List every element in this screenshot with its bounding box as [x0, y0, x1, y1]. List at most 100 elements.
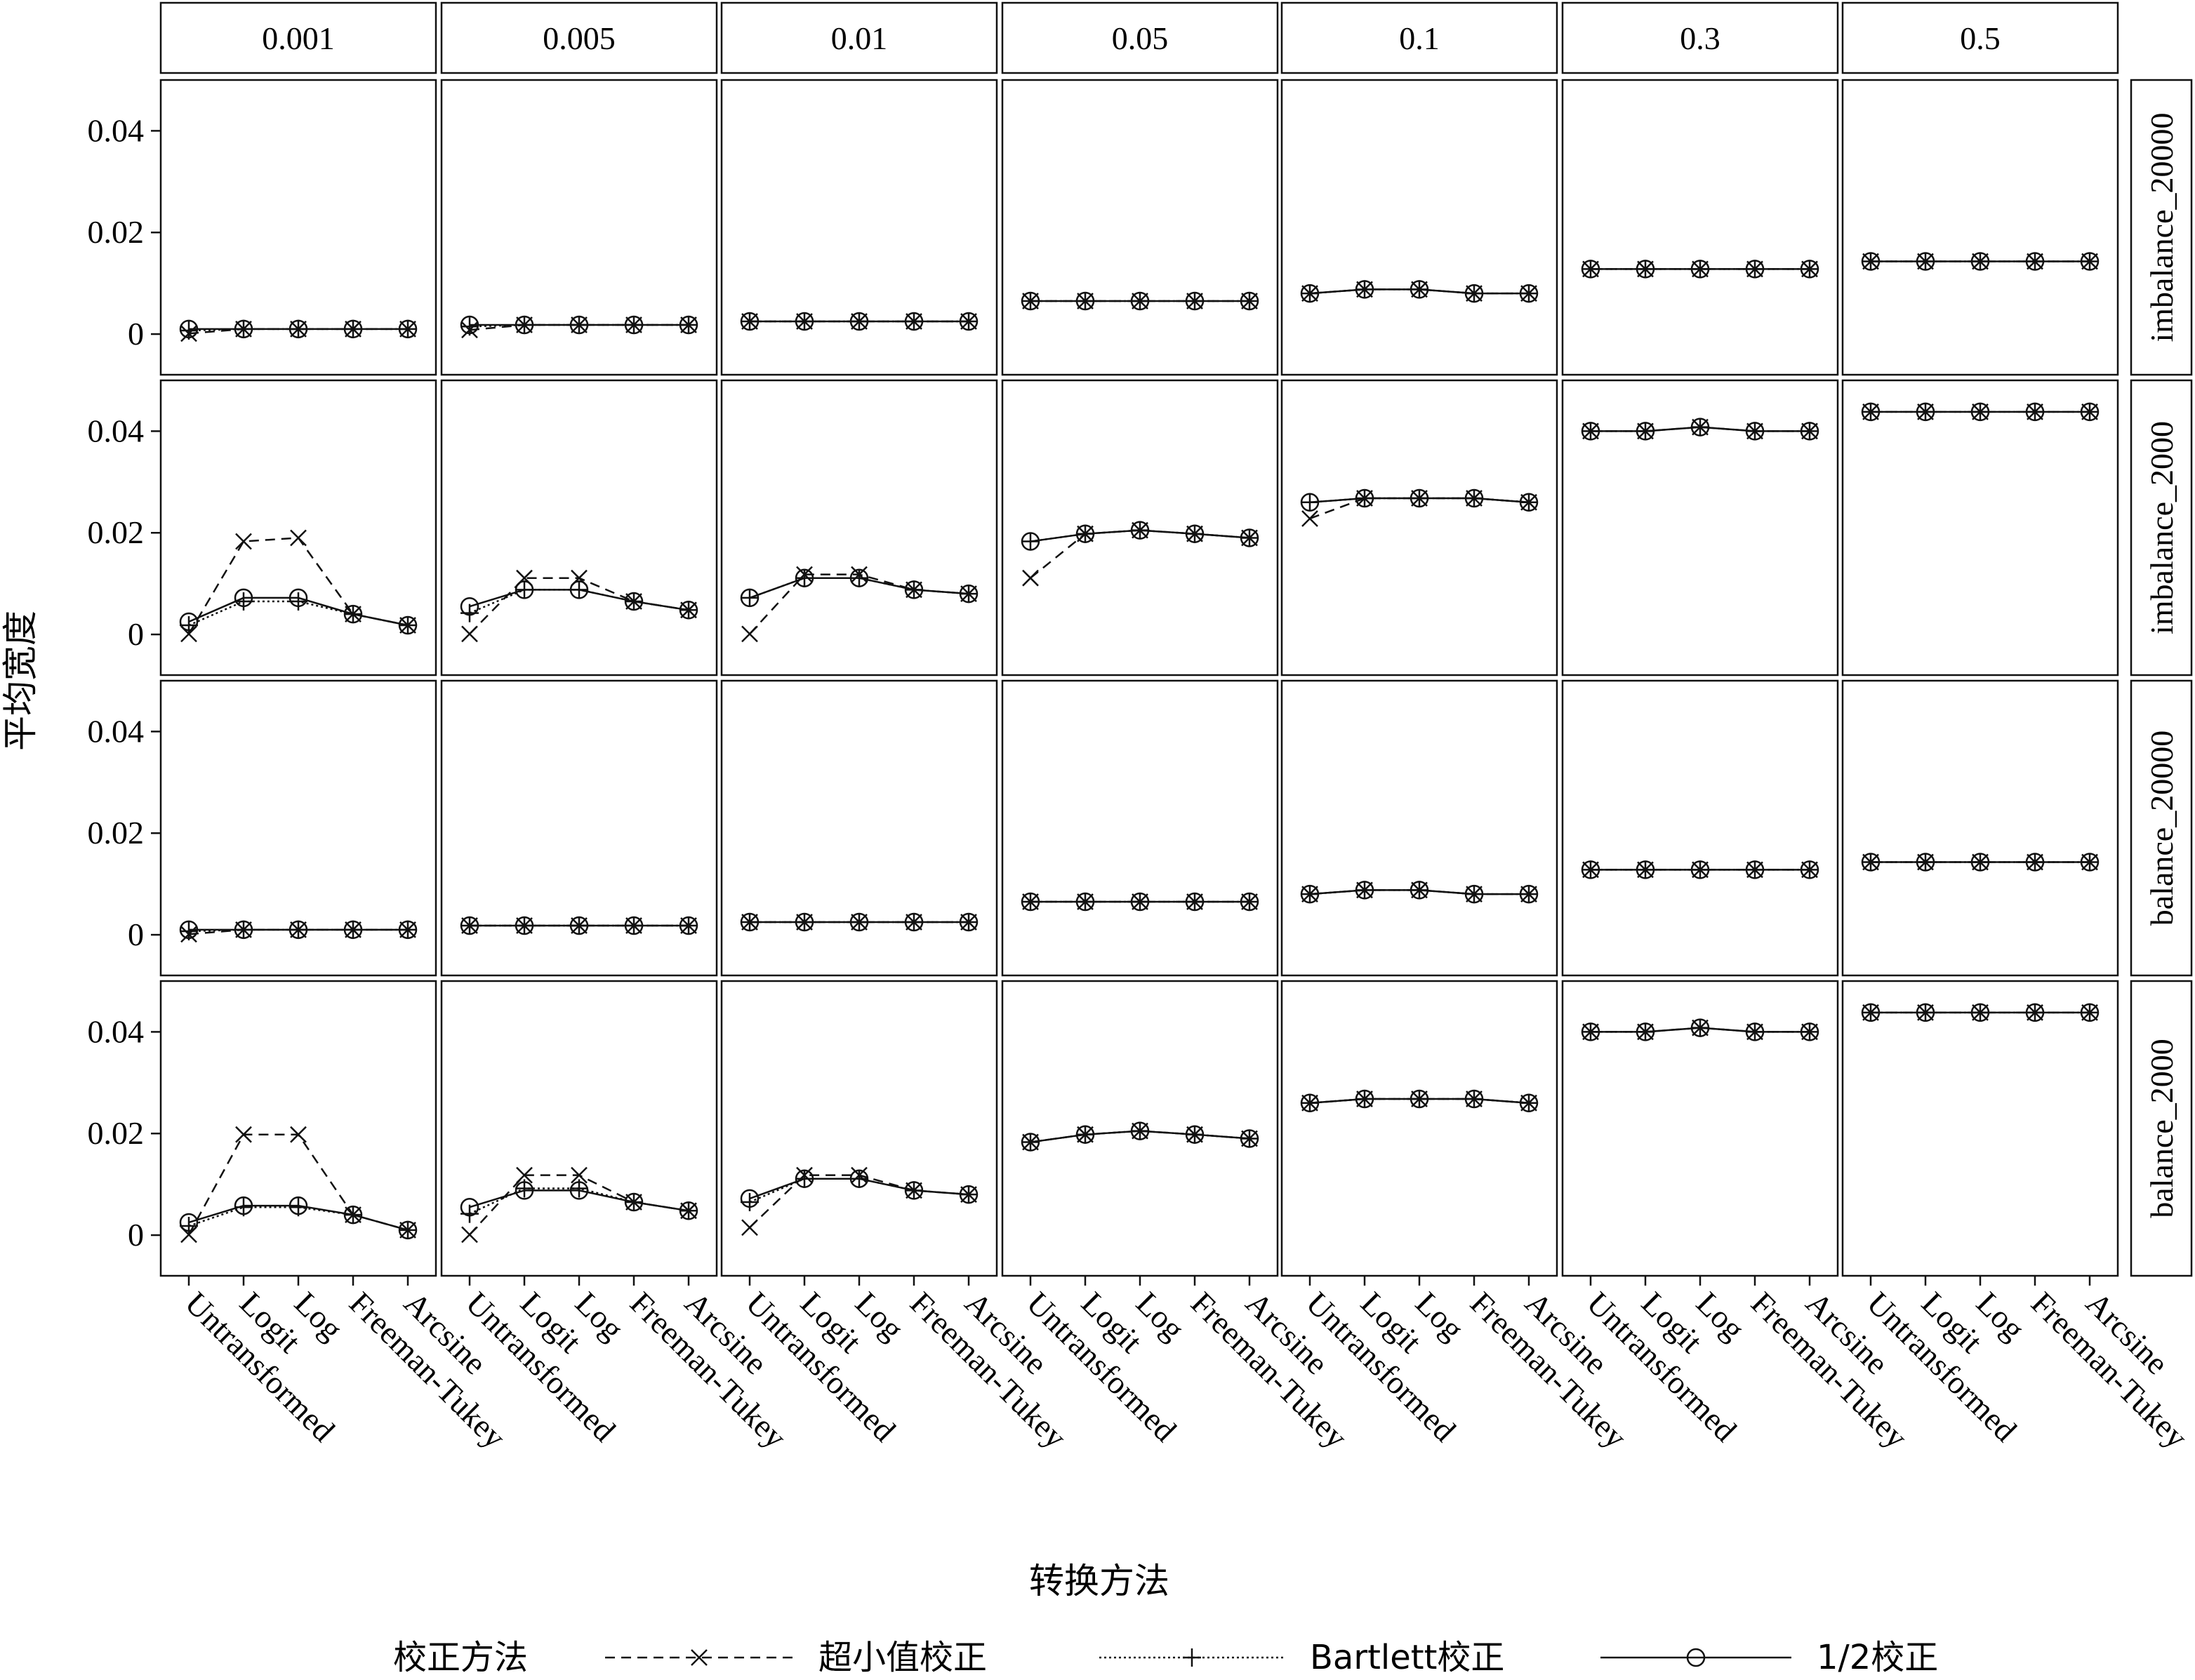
panel-frame — [1001, 79, 1279, 376]
point-bartlett — [289, 592, 307, 611]
point-half — [1800, 422, 1819, 441]
point-half — [624, 592, 644, 611]
y-tick-label: 0.02 — [88, 815, 145, 851]
column-strip — [720, 1, 998, 74]
point-half — [904, 312, 924, 331]
point-half — [1300, 493, 1320, 512]
point-small-value — [516, 1166, 533, 1184]
point-half — [1075, 291, 1095, 311]
series-line-half — [469, 1189, 689, 1212]
point-half — [1916, 853, 1935, 872]
point-half — [460, 315, 479, 335]
point-half — [1970, 252, 1990, 271]
y-tick-label: 0 — [128, 616, 144, 652]
point-half — [343, 319, 363, 339]
y-axis-title: 平均宽度 — [0, 611, 41, 751]
column-strip — [159, 1, 437, 74]
point-half — [1690, 860, 1710, 879]
row-strip-label: balance_2000 — [2144, 1039, 2180, 1218]
point-half — [849, 1169, 869, 1188]
point-half — [515, 916, 534, 935]
legend-label-small-value: 超小值校正 — [818, 1638, 987, 1677]
point-half — [343, 920, 363, 940]
point-small-value-stroke — [1022, 569, 1039, 587]
point-half — [2080, 1003, 2100, 1022]
point-half — [343, 604, 363, 624]
point-half — [1861, 853, 1881, 872]
series-line-half — [1309, 889, 1529, 895]
point-half — [398, 615, 418, 635]
point-half — [234, 1196, 253, 1215]
point-half — [1861, 402, 1881, 422]
column-strip — [1841, 1, 2119, 74]
point-half — [1581, 422, 1600, 441]
row-strip — [2130, 379, 2193, 676]
point-half — [904, 580, 924, 599]
point-half — [1300, 1093, 1320, 1113]
column-strip-label: 0.1 — [1399, 20, 1440, 56]
point-half — [624, 1192, 644, 1212]
point-half — [904, 912, 924, 932]
point-half — [1916, 1003, 1935, 1022]
series-line-half — [1309, 1098, 1530, 1105]
point-half — [1690, 260, 1710, 279]
point-half — [1581, 1022, 1600, 1041]
point-half — [1240, 528, 1259, 547]
point-small-value — [235, 1126, 252, 1143]
point-half — [1970, 1003, 1990, 1022]
row-strip — [2130, 980, 2193, 1277]
point-half — [1240, 892, 1259, 912]
point-half — [1861, 252, 1881, 271]
point-half — [179, 1213, 199, 1232]
point-half — [569, 315, 589, 335]
series-line-half — [1030, 1130, 1250, 1143]
point-half — [1581, 260, 1600, 279]
y-tick-label: 0.04 — [88, 413, 145, 448]
point-half — [2025, 252, 2045, 271]
point-half — [959, 584, 979, 604]
series-line-half — [469, 589, 689, 611]
point-half — [289, 588, 308, 608]
panel-frame — [1280, 79, 1558, 376]
point-half — [1355, 280, 1374, 299]
point-half — [795, 912, 814, 932]
point-half — [740, 1189, 760, 1208]
point-half — [1581, 860, 1600, 879]
point-half — [1916, 402, 1935, 422]
point-half — [1690, 418, 1710, 436]
point-half — [1021, 532, 1040, 551]
point-half — [234, 920, 253, 940]
series-line-half — [1309, 497, 1530, 504]
point-half — [740, 588, 760, 608]
panel-frame — [1561, 79, 1839, 376]
series-line-half — [1309, 288, 1529, 295]
point-small-value-stroke — [516, 1166, 533, 1184]
point-small-value-stroke — [235, 1126, 252, 1143]
y-tick-label: 0.02 — [88, 514, 145, 550]
panel-frame — [1841, 79, 2119, 376]
point-small-value — [235, 533, 252, 550]
point-small-value-stroke — [741, 1219, 758, 1236]
point-half — [398, 920, 418, 940]
row-strip-label: imbalance_2000 — [2144, 421, 2180, 634]
point-half — [1690, 1018, 1710, 1037]
point-half — [234, 588, 253, 608]
point-half — [1355, 488, 1374, 508]
point-half — [1075, 524, 1095, 543]
row-strip-label: imbalance_20000 — [2144, 112, 2180, 342]
point-half — [1185, 291, 1205, 311]
point-small-value-stroke — [290, 529, 307, 547]
point-half — [289, 920, 308, 940]
column-strip — [1001, 1, 1279, 74]
column-strip — [1280, 1, 1558, 74]
point-small-value — [1301, 510, 1318, 527]
series-line-half — [1591, 1027, 1810, 1033]
point-half — [1185, 1125, 1205, 1144]
point-small-value-stroke — [1301, 510, 1318, 527]
point-half — [1185, 524, 1205, 543]
y-tick-label: 0.02 — [88, 1115, 145, 1151]
point-small-value — [571, 1166, 588, 1184]
point-half — [679, 916, 698, 935]
point-half — [1355, 1089, 1374, 1109]
point-half — [624, 916, 644, 935]
